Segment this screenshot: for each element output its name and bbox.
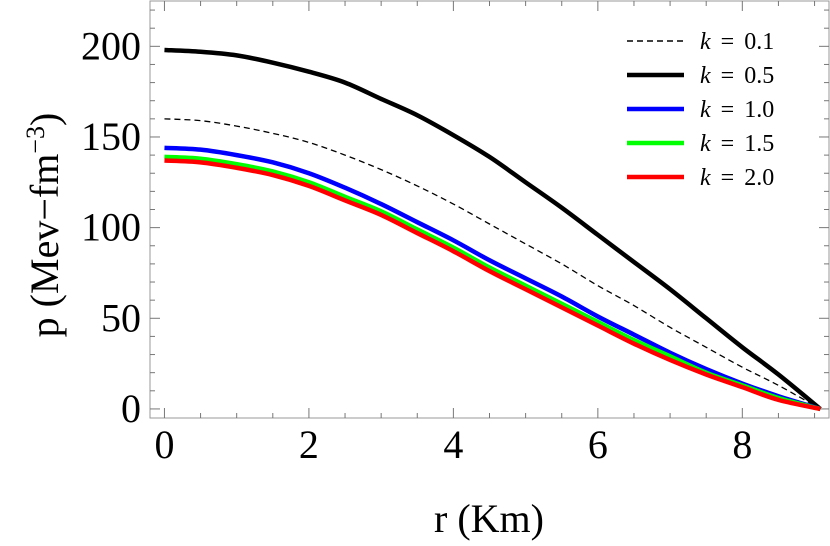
x-tick-label: 2 xyxy=(299,422,319,467)
legend-val: 1.5 xyxy=(744,131,774,157)
legend-var: k xyxy=(700,165,711,191)
y-tick-label: 150 xyxy=(81,114,141,159)
y-tick-label: 200 xyxy=(81,23,141,68)
legend-eq: = xyxy=(721,131,735,157)
x-tick-label: 6 xyxy=(588,422,608,467)
x-tick-label: 4 xyxy=(443,422,463,467)
legend-label-k-1-0: k = 1.0 xyxy=(700,97,774,123)
ticks xyxy=(150,1,829,418)
series-line-k-1-5 xyxy=(164,154,821,412)
tick-labels: 0 2 4 6 8 0 50 100 150 200 xyxy=(81,23,752,467)
y-axis-title-close: ) xyxy=(22,113,67,126)
x-tick-label: 8 xyxy=(732,422,752,467)
legend-label-k-0-1: k = 0.1 xyxy=(700,29,774,55)
series-lines xyxy=(164,47,822,412)
y-axis-title: p (Mev−fm−3) xyxy=(21,113,67,338)
legend-eq: = xyxy=(721,63,735,89)
legend-eq: = xyxy=(721,29,735,55)
series-line-k-1-0 xyxy=(164,145,821,412)
legend-var: k xyxy=(700,63,711,89)
series-line-k-2-0 xyxy=(164,158,821,412)
legend: k = 0.1 k = 0.5 k = 1.0 k = 1.5 k = 2.0 xyxy=(627,29,774,191)
legend-var: k xyxy=(700,97,711,123)
legend-val: 1.0 xyxy=(744,97,774,123)
x-axis-title: r (Km) xyxy=(434,496,544,541)
legend-label-k-2-0: k = 2.0 xyxy=(700,165,774,191)
y-tick-label: 0 xyxy=(121,386,141,431)
y-tick-label: 50 xyxy=(101,295,141,340)
x-tick-label: 0 xyxy=(154,422,174,467)
legend-val: 2.0 xyxy=(744,165,774,191)
y-axis-title-sup: −3 xyxy=(21,126,50,154)
series-line-k-0-5 xyxy=(164,47,822,411)
y-axis-title-main: p (Mev−fm xyxy=(22,154,67,338)
y-tick-label: 100 xyxy=(81,205,141,250)
legend-val: 0.5 xyxy=(744,63,774,89)
legend-var: k xyxy=(700,29,711,55)
legend-var: k xyxy=(700,131,711,157)
legend-eq: = xyxy=(721,165,735,191)
y-axis-title-group: p (Mev−fm−3) xyxy=(21,113,67,338)
legend-val: 0.1 xyxy=(744,29,774,55)
legend-label-k-0-5: k = 0.5 xyxy=(700,63,774,89)
series-line-k-0-1 xyxy=(164,118,821,410)
legend-label-k-1-5: k = 1.5 xyxy=(700,131,774,157)
legend-eq: = xyxy=(721,97,735,123)
